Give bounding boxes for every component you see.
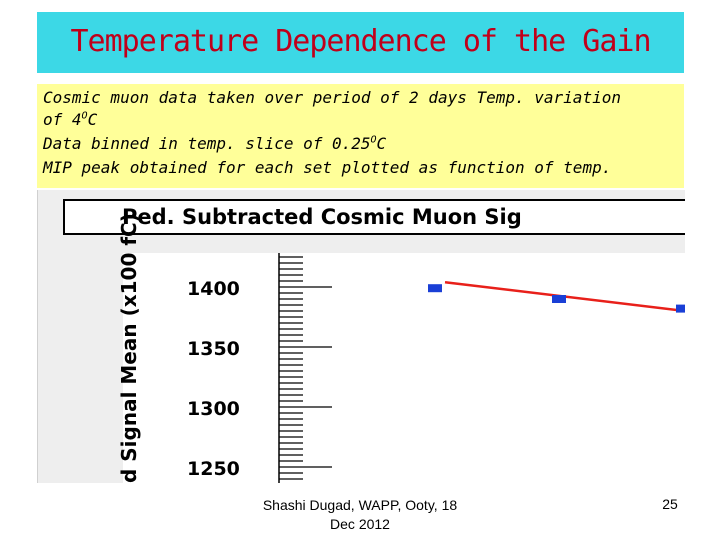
chart-title: Ped. Subtracted Cosmic Muon Sig	[122, 205, 522, 229]
y-tick-label: 1250	[187, 458, 240, 480]
slide-title-bar: Temperature Dependence of the Gain	[37, 12, 684, 73]
degree-symbol: O	[81, 110, 88, 122]
notes-box: Cosmic muon data taken over period of 2 …	[37, 84, 684, 188]
notes-line-3-unit: C	[376, 134, 387, 153]
chart-title-box	[63, 199, 685, 235]
notes-line-2-unit: C	[87, 110, 98, 129]
notes-line-2: of 4OC	[43, 110, 97, 129]
notes-line-1: Cosmic muon data taken over period of 2 …	[43, 88, 621, 107]
degree-symbol: O	[370, 134, 377, 146]
footer-author: Shashi Dugad, WAPP, Ooty, 18 Dec 2012	[250, 496, 470, 534]
y-tick-label: 1300	[187, 398, 240, 420]
data-point	[428, 284, 442, 293]
chart-svg: Ped. Subtracted Cosmic Muon Sig d Signal…	[63, 199, 685, 483]
plot-screenshot: Ped. Subtracted Cosmic Muon Sig d Signal…	[37, 190, 685, 483]
y-tick-label: 1400	[187, 278, 240, 300]
page-number: 25	[662, 496, 678, 512]
notes-line-3-text: Data binned in temp. slice of 0.25	[43, 134, 371, 153]
footer-author-line-2: Dec 2012	[330, 516, 390, 532]
slide-title: Temperature Dependence of the Gain	[70, 24, 651, 59]
notes-line-2-text: of 4	[43, 110, 82, 129]
notes-line-4: MIP peak obtained for each set plotted a…	[43, 158, 612, 177]
data-point	[552, 295, 566, 303]
notes-line-3: Data binned in temp. slice of 0.25OC	[43, 134, 386, 153]
y-axis-label: d Signal Mean (x100 fC)	[117, 213, 141, 483]
footer-author-line-1: Shashi Dugad, WAPP, Ooty, 18	[262, 497, 458, 513]
y-tick-label: 1350	[187, 338, 240, 360]
plot-area	[123, 253, 685, 483]
data-point	[676, 304, 685, 313]
data-points	[428, 284, 685, 313]
y-axis-ticks	[278, 253, 332, 483]
y-tick-labels: 1400 1350 1300 1250	[187, 278, 240, 480]
